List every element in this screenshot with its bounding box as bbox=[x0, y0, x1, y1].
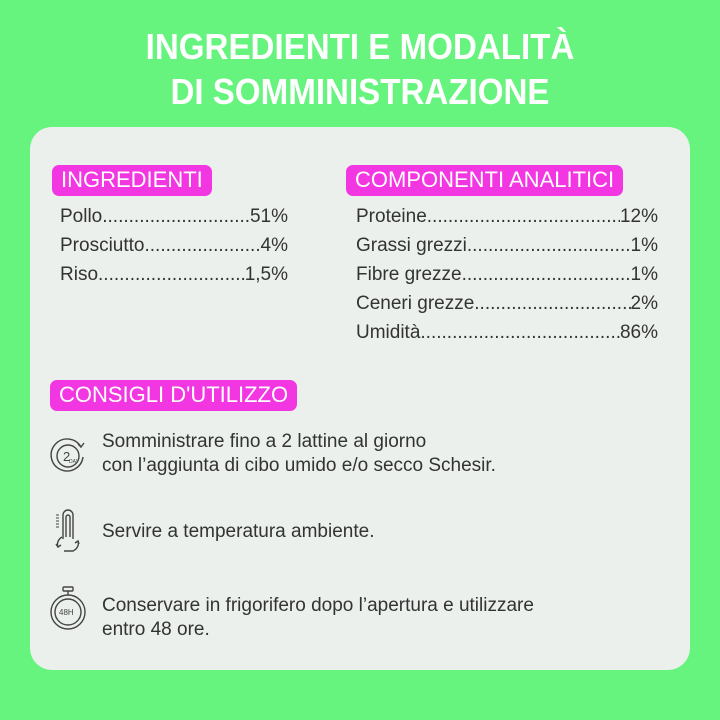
list-item: Proteine12% bbox=[356, 202, 658, 231]
svg-text:48H: 48H bbox=[59, 608, 74, 617]
list-item: Ceneri grezze2% bbox=[356, 289, 658, 318]
ingredients-list: Pollo51% Prosciutto4% Riso1,5% bbox=[60, 202, 288, 289]
analytics-list: Proteine12% Grassi grezzi1% Fibre grezze… bbox=[356, 202, 658, 347]
usage-item: Servire a temperatura ambiente. bbox=[102, 521, 375, 542]
svg-text:2: 2 bbox=[63, 449, 70, 464]
thermometer-icon bbox=[55, 509, 80, 552]
48h-stopwatch-icon: 48H bbox=[50, 586, 86, 630]
list-item: Grassi grezzi1% bbox=[356, 231, 658, 260]
2-day-clock-icon: 2 DAY bbox=[50, 438, 85, 472]
svg-text:DAY: DAY bbox=[69, 459, 80, 465]
usage-item: Conservare in frigorifero dopo l’apertur… bbox=[102, 595, 534, 640]
list-item: Prosciutto4% bbox=[60, 231, 288, 260]
list-item: Riso1,5% bbox=[60, 260, 288, 289]
list-item: Umidità86% bbox=[356, 318, 658, 347]
info-panel: INGREDIENTI Pollo51% Prosciutto4% Riso1,… bbox=[30, 127, 690, 670]
analytics-heading: COMPONENTI ANALITICI bbox=[346, 165, 624, 196]
list-item: Fibre grezze1% bbox=[356, 260, 658, 289]
list-item: Pollo51% bbox=[60, 202, 288, 231]
page-title: INGREDIENTI E MODALITÀ DI SOMMINISTRAZIO… bbox=[145, 26, 575, 112]
ingredients-heading: INGREDIENTI bbox=[52, 165, 212, 196]
usage-heading: CONSIGLI D'UTILIZZO bbox=[50, 380, 298, 411]
usage-item: Somministrare fino a 2 lattine al giorno… bbox=[102, 431, 496, 476]
